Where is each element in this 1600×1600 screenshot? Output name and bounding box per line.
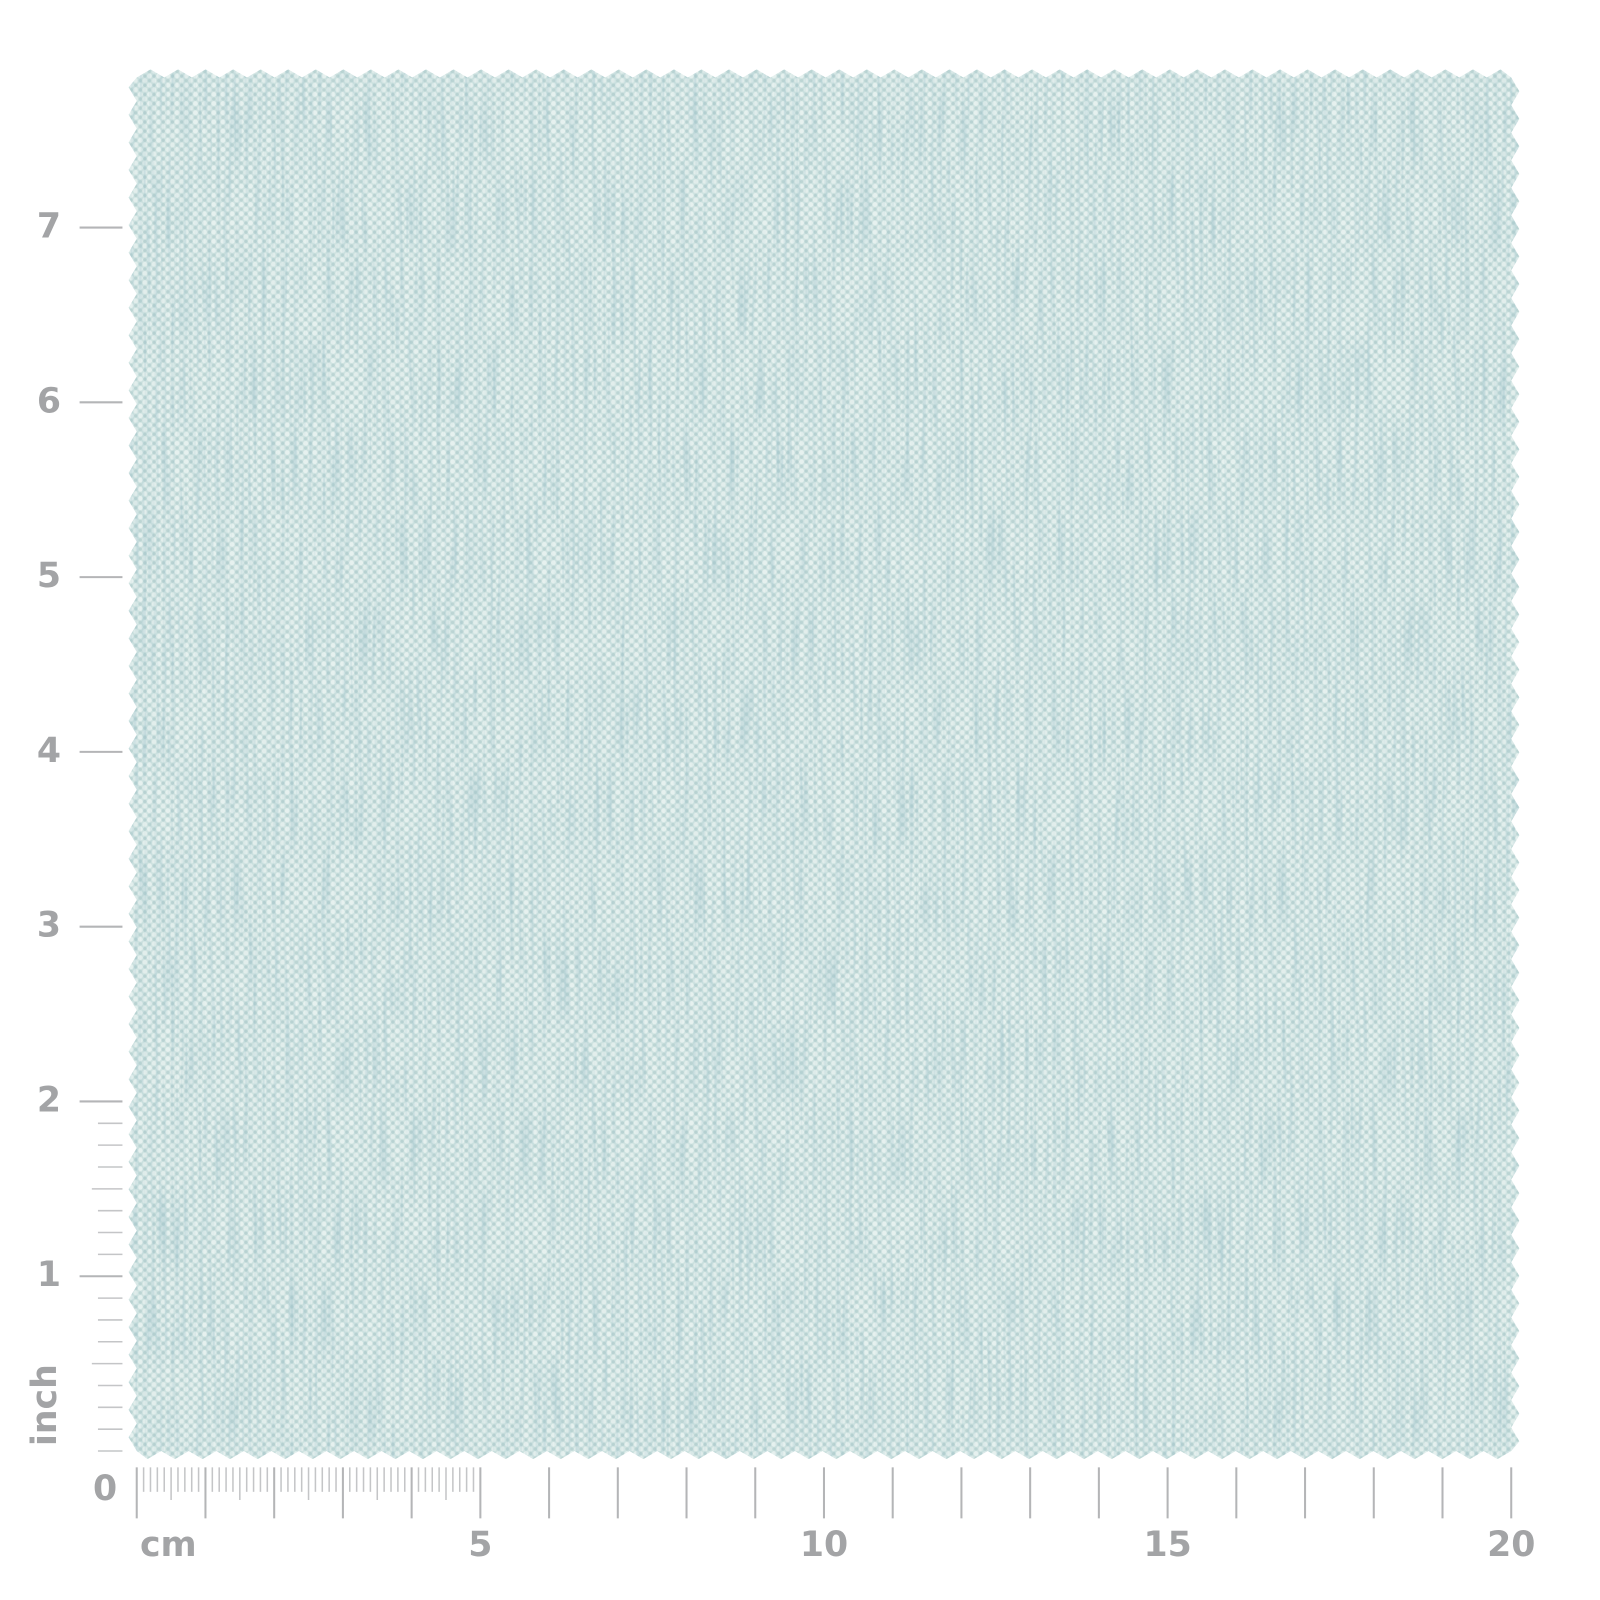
cm-label: 15 bbox=[1143, 1525, 1191, 1565]
inch-label: 6 bbox=[37, 381, 61, 421]
inch-unit: inch bbox=[25, 1364, 65, 1446]
fabric-swatch bbox=[128, 69, 1520, 1460]
cm-label: 10 bbox=[800, 1525, 848, 1565]
cm-label: 20 bbox=[1487, 1525, 1535, 1565]
cm-label: 5 bbox=[468, 1525, 492, 1565]
inch-label: 3 bbox=[37, 906, 61, 946]
inch-label: 4 bbox=[37, 731, 61, 771]
cm-unit: cm bbox=[140, 1525, 197, 1565]
inch-label: 2 bbox=[37, 1080, 61, 1120]
ruler-ticks bbox=[79, 226, 1513, 1519]
origin-label: 0 bbox=[93, 1469, 117, 1509]
inch-label: 5 bbox=[37, 556, 61, 596]
inch-label: 7 bbox=[37, 207, 61, 247]
inch-label: 1 bbox=[37, 1255, 61, 1295]
